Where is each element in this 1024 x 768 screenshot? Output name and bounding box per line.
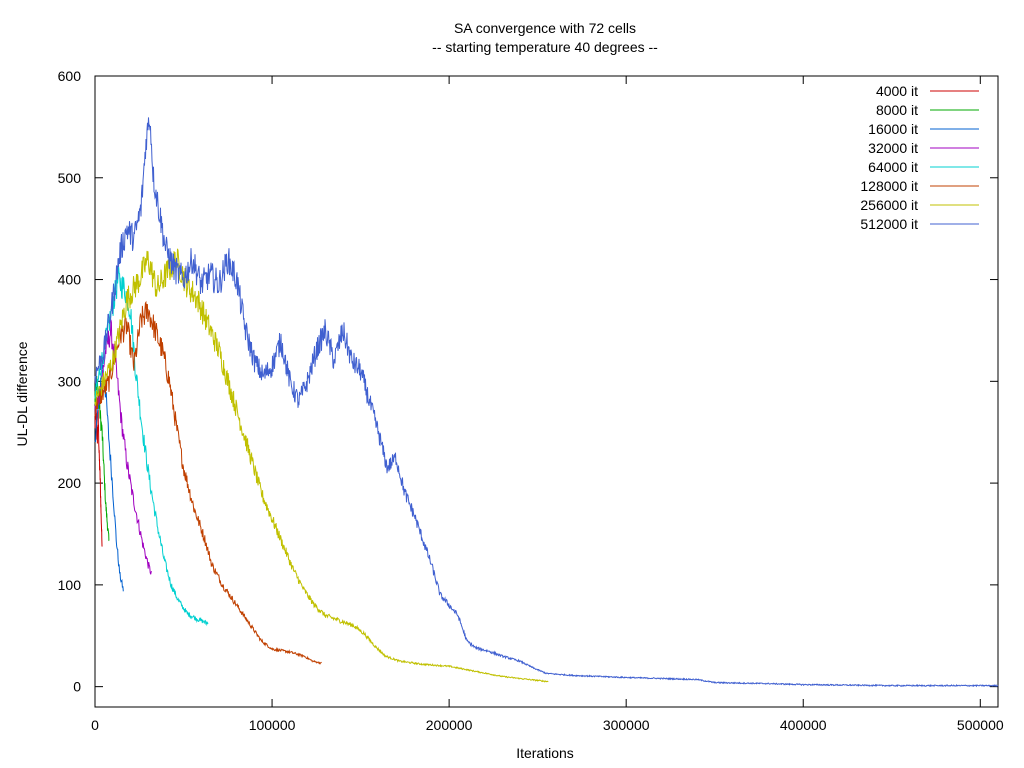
series-line-256000-it <box>94 248 549 683</box>
axis-ticks <box>94 75 998 707</box>
tick-labels: 0 100000 200000 300000 400000 500000 0 100 200 30… <box>58 68 1004 733</box>
x-tick-label: 400000 <box>780 717 827 733</box>
x-tick-label: 0 <box>91 717 99 733</box>
x-tick-label: 300000 <box>603 717 650 733</box>
y-tick-label: 0 <box>73 679 81 695</box>
legend-label: 16000 it <box>868 121 918 137</box>
legend-label: 512000 it <box>860 216 918 232</box>
series-line-128000-it <box>94 300 322 665</box>
legend-label: 8000 it <box>876 102 918 118</box>
x-tick-label: 100000 <box>249 717 296 733</box>
y-tick-label: 600 <box>58 68 82 84</box>
y-tick-label: 400 <box>58 272 82 288</box>
y-tick-label: 100 <box>58 577 82 593</box>
series-line-64000-it <box>94 266 209 627</box>
x-tick-label: 500000 <box>957 717 1004 733</box>
legend: 4000 it 8000 it 16000 it 32000 it 64000 it 12… <box>860 83 979 232</box>
legend-label: 128000 it <box>860 178 918 194</box>
chart-title: SA convergence with 72 cells <box>454 20 636 36</box>
y-tick-label: 200 <box>58 475 82 491</box>
series-lines <box>94 117 999 688</box>
y-axis-label: UL-DL difference <box>14 341 30 446</box>
x-axis-label: Iterations <box>516 745 574 761</box>
series-line-32000-it <box>94 319 153 575</box>
chart-subtitle: -- starting temperature 40 degrees -- <box>432 39 658 55</box>
y-tick-label: 300 <box>58 373 82 389</box>
x-tick-label: 200000 <box>426 717 473 733</box>
y-tick-label: 500 <box>58 170 82 186</box>
legend-label: 4000 it <box>876 83 918 99</box>
legend-label: 64000 it <box>868 159 918 175</box>
legend-label: 256000 it <box>860 197 918 213</box>
series-line-512000-it <box>94 117 999 688</box>
legend-label: 32000 it <box>868 140 918 156</box>
